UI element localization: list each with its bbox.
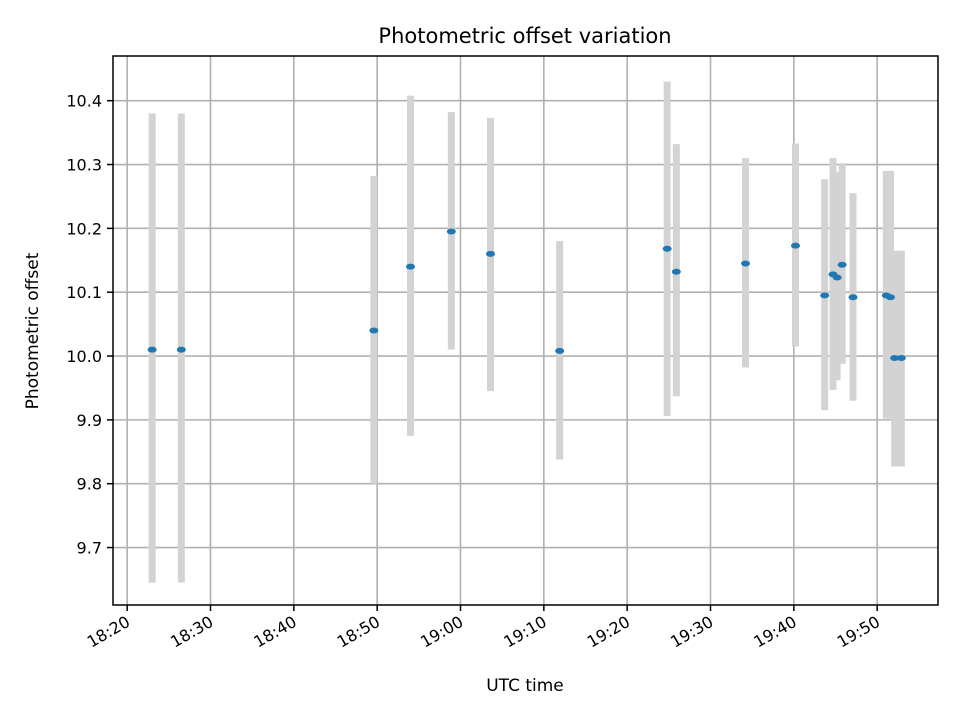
y-tick-label: 10.1 — [66, 283, 102, 302]
grid — [113, 56, 938, 605]
data-point — [176, 346, 186, 353]
data-point — [486, 250, 495, 257]
data-point — [147, 346, 157, 353]
data-point — [446, 228, 456, 235]
data-point — [896, 354, 906, 361]
data-point — [369, 327, 379, 334]
y-tick-label: 9.7 — [77, 539, 102, 558]
data-point — [406, 263, 415, 270]
data-points — [147, 228, 906, 361]
data-point — [820, 292, 830, 299]
y-tick-label: 9.9 — [77, 411, 102, 430]
y-tick-label: 10.4 — [66, 92, 102, 111]
y-axis-ticks: 9.7 9.8 9.9 10.0 10.1 10.2 10.3 10.4 — [66, 92, 113, 558]
data-point — [890, 354, 900, 361]
data-point — [662, 245, 672, 252]
data-point — [555, 347, 565, 354]
data-point — [671, 268, 681, 275]
x-axis-label: UTC time — [486, 676, 564, 696]
data-point — [886, 294, 895, 301]
y-tick-label: 9.8 — [77, 475, 102, 494]
y-tick-label: 10.3 — [66, 156, 102, 175]
data-point — [848, 294, 858, 301]
data-point — [791, 242, 800, 249]
plot-area-frame — [112, 55, 939, 606]
y-tick-label: 10.0 — [66, 347, 102, 366]
chart-title: Photometric offset variation — [378, 24, 671, 48]
data-point — [741, 260, 750, 267]
data-point — [832, 274, 842, 281]
y-tick-label: 10.2 — [66, 219, 102, 238]
y-axis-label: Photometric offset — [23, 252, 43, 409]
data-point — [837, 261, 847, 268]
